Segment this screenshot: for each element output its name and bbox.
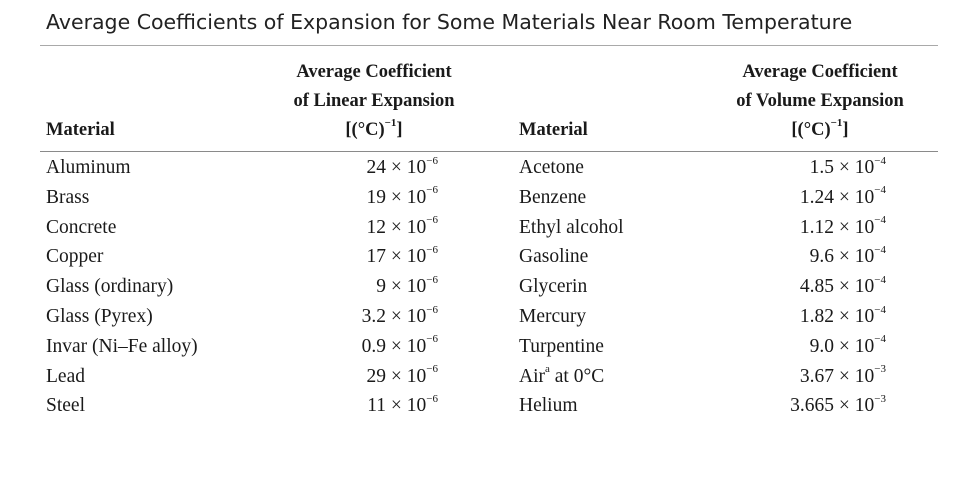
- header-material-right: Material: [519, 120, 588, 140]
- linear-coefficient: 19 × 10−6: [366, 184, 438, 208]
- table-row: Lead 29 × 10−6 Aira at 0°C 3.67 × 10−3: [0, 362, 966, 392]
- material-volume: Mercury: [519, 306, 587, 327]
- linear-coefficient: 29 × 10−6: [366, 363, 438, 387]
- header-material-left: Material: [46, 120, 115, 140]
- header-rule: [40, 151, 938, 152]
- header-linear-expansion: Average Coefficient of Linear Expansion …: [258, 58, 490, 145]
- material-volume: Benzene: [519, 186, 587, 208]
- material-volume: Ethyl alcohol: [519, 216, 624, 238]
- table-row: Steel 11 × 10−6 Helium 3.665 × 10−3: [0, 391, 966, 421]
- volume-coefficient: 3.67 × 10−3: [799, 363, 886, 387]
- linear-coefficient: 24 × 10−6: [366, 154, 438, 178]
- volume-coefficient: 9.6 × 10−4: [809, 243, 886, 268]
- table-row: Copper 17 × 10−6 Gasoline 9.6 × 10−4: [0, 242, 966, 272]
- table-row: Invar (Ni–Fe alloy) 0.9 × 10−6 Turpentin…: [0, 332, 966, 362]
- header-linear-unit: [(°C)−1]: [345, 116, 403, 140]
- header-volume-unit: [(°C)−1]: [791, 116, 849, 140]
- linear-coefficient: 17 × 10−6: [366, 243, 438, 268]
- header-volume-line2: of Volume Expansion: [736, 91, 904, 111]
- material-volume: Glycerin: [519, 276, 588, 298]
- table-row: Glass (ordinary) 9 × 10−6 Glycerin 4.85 …: [0, 272, 966, 302]
- volume-coefficient: 1.24 × 10−4: [799, 184, 886, 208]
- material-linear: Concrete: [46, 216, 117, 238]
- linear-coefficient: 11 × 10−6: [367, 392, 438, 417]
- footnote-marker: a: [545, 363, 550, 376]
- material-linear: Copper: [46, 246, 104, 268]
- volume-coefficient: 9.0 × 10−4: [809, 333, 886, 357]
- linear-coefficient: 12 × 10−6: [366, 214, 438, 238]
- table-row: Concrete 12 × 10−6 Ethyl alcohol 1.12 × …: [0, 213, 966, 243]
- table-row: Aluminum 24 × 10−6 Acetone 1.5 × 10−4: [0, 153, 966, 183]
- linear-coefficient: 0.9 × 10−6: [361, 333, 438, 357]
- volume-coefficient: 3.665 × 10−3: [790, 392, 886, 417]
- volume-coefficient: 1.82 × 10−4: [799, 303, 886, 327]
- header-linear-line1: Average Coefficient: [296, 62, 452, 82]
- top-rule: [40, 45, 938, 46]
- material-volume: Gasoline: [519, 246, 589, 268]
- volume-coefficient: 1.12 × 10−4: [799, 214, 886, 238]
- volume-coefficient: 1.5 × 10−4: [809, 154, 886, 178]
- material-linear: Lead: [46, 365, 85, 387]
- material-linear: Steel: [46, 395, 85, 417]
- header-volume-line1: Average Coefficient: [742, 62, 898, 82]
- table-row: Brass 19 × 10−6 Benzene 1.24 × 10−4: [0, 183, 966, 213]
- volume-coefficient: 4.85 × 10−4: [799, 273, 886, 298]
- linear-coefficient: 9 × 10−6: [376, 273, 438, 298]
- material-volume: Acetone: [519, 157, 584, 178]
- material-volume: Helium: [519, 395, 578, 417]
- material-linear: Brass: [46, 186, 90, 208]
- material-linear: Aluminum: [46, 157, 131, 178]
- material-volume: Turpentine: [519, 335, 604, 357]
- header-linear-line2: of Linear Expansion: [293, 91, 455, 111]
- linear-coefficient: 3.2 × 10−6: [361, 303, 438, 327]
- table-row: Glass (Pyrex) 3.2 × 10−6 Mercury 1.82 × …: [0, 302, 966, 332]
- table-title: Average Coefficients of Expansion for So…: [46, 10, 853, 34]
- header-volume-expansion: Average Coefficient of Volume Expansion …: [700, 58, 940, 145]
- material-volume: Aira at 0°C: [519, 363, 605, 387]
- material-linear: Glass (Pyrex): [46, 306, 153, 327]
- material-linear: Glass (ordinary): [46, 276, 174, 298]
- material-linear: Invar (Ni–Fe alloy): [46, 335, 198, 357]
